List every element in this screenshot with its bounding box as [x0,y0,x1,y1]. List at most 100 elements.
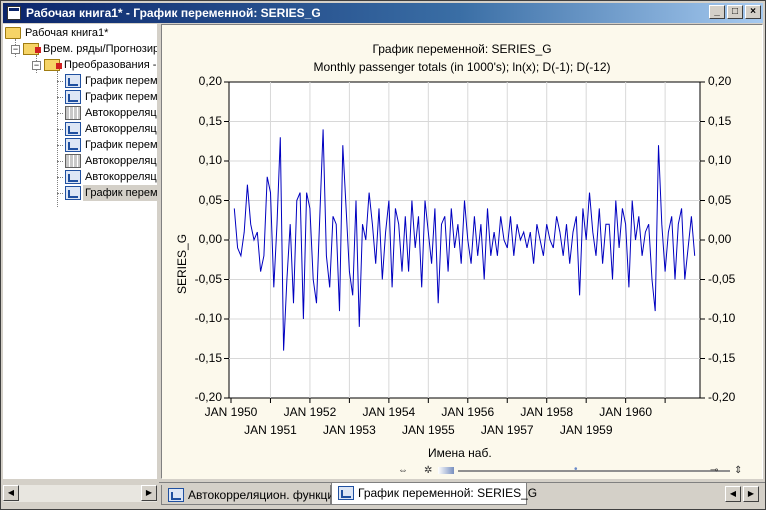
scroll-right-icon[interactable]: ▶ [141,485,157,501]
tree-item-label: Автокорреляц [85,155,157,167]
pan-icon[interactable]: ⇔ [398,465,408,476]
zoom-toolbar: ⇔ ✲ • ⊸ ⇕ [162,463,762,479]
tab-autocorrelation[interactable]: Автокорреляцион. функция [161,485,341,505]
x-tick-label: JAN 1956 [441,405,495,419]
y-tick-label-left: -0,10 [194,311,222,325]
tab-scroll-right-icon[interactable]: ▶ [743,486,759,502]
y-tick-label-right: -0,20 [708,390,736,404]
y-tick-label-right: 0,15 [708,113,732,128]
x-tick-label: JAN 1955 [401,423,455,437]
tree-item-label: График перемен [85,75,157,87]
folder-icon [5,27,21,39]
tab-label: Автокорреляцион. функция [188,488,341,502]
workbook-icon [7,6,21,20]
series-line [233,129,696,351]
tab-strip: Автокорреляцион. функция График переменн… [159,482,765,507]
x-tick-label: JAN 1960 [599,405,652,419]
y-tick-label-right: 0,10 [708,153,732,167]
y-tick-label-right: -0,15 [708,350,736,365]
y-tick-label-left: -0,20 [194,390,222,404]
chart-subtitle: Monthly passenger totals (in 1000's); ln… [313,60,611,74]
x-tick-label: JAN 1957 [480,423,534,437]
graph-icon [65,170,81,184]
tree-subgroup[interactable]: − Преобразования - [32,57,157,73]
title-bar[interactable]: Рабочая книга1* - График переменной: SER… [3,3,763,23]
tree-group-label: Врем. ряды/Прогнозир [43,43,157,55]
x-tick-label: JAN 1954 [362,405,416,419]
graph-icon [65,138,81,152]
expand-icon[interactable]: ⇕ [734,465,743,476]
zoom-icon[interactable]: ✲ [424,465,433,476]
graph-icon [338,486,354,500]
y-tick-label-left: -0,05 [194,271,222,286]
tree-item-label: График перемен [83,185,157,201]
y-tick-label-right: 0,05 [708,192,732,207]
table-icon [65,106,81,120]
tab-scroll-left-icon[interactable]: ◀ [725,486,741,502]
table-icon [65,154,81,168]
x-tick-label: JAN 1953 [323,423,376,437]
y-tick-label-left: 0,20 [198,74,222,88]
maximize-button[interactable]: □ [727,5,743,19]
minimize-button[interactable]: _ [709,5,725,19]
tree-item-graph[interactable]: Автокорреляц [57,169,157,185]
tree-item-graph[interactable]: График перемен [57,137,157,153]
x-tick-label: JAN 1959 [559,423,613,437]
tree-hscrollbar[interactable]: ◀ ▶ [3,485,157,502]
x-tick-label: JAN 1951 [244,423,297,437]
zoom-slider-track[interactable] [458,470,730,472]
tree-item-table[interactable]: Автокорреляц [57,105,157,121]
graph-icon [65,186,81,200]
zoom-key-icon[interactable]: ⊸ [710,465,719,476]
y-tick-label-left: -0,15 [194,350,222,365]
tree-root[interactable]: Рабочая книга1* [5,25,110,41]
y-tick-label-right: 0,20 [708,74,732,88]
workbook-tree: Рабочая книга1* − Врем. ряды/Прогнозир −… [3,24,157,479]
transform-folder-icon [44,59,62,71]
chart-title: График переменной: SERIES_G [372,42,552,56]
y-tick-label-left: 0,05 [198,192,222,207]
tree-item-table[interactable]: Автокорреляц [57,153,157,169]
tab-label: График переменной: SERIES_G [358,486,538,500]
graph-icon [65,90,81,104]
scroll-left-icon[interactable]: ◀ [3,485,19,501]
y-tick-label-right: 0,00 [708,232,732,246]
y-tick-label-left: 0,00 [198,232,222,246]
y-tick-label-right: -0,10 [708,311,736,325]
tree-item-label: Автокорреляц [85,107,157,119]
tree-item-label: График перемен [85,139,157,151]
window-title: Рабочая книга1* - График переменной: SER… [26,6,321,20]
y-axis-label: SERIES_G [175,233,189,294]
zoom-gradient-icon [438,467,454,474]
tree-item-label: Автокорреляц [85,123,157,135]
tree-line [57,71,58,207]
close-button[interactable]: × [745,5,761,19]
pane-splitter[interactable] [157,24,161,479]
y-tick-label-left: 0,15 [198,113,222,128]
collapse-icon[interactable]: − [11,43,20,54]
analysis-folder-icon [23,43,41,55]
collapse-icon[interactable]: − [32,59,41,70]
y-tick-label-right: -0,05 [708,271,736,286]
tree-item-label: График перемен [85,91,157,103]
tree-item-graph[interactable]: График перемен [57,73,157,89]
tab-graph-series-g[interactable]: График переменной: SERIES_G [331,483,537,505]
chart: График переменной: SERIES_G Monthly pass… [162,25,762,463]
x-axis-label: Имена наб. [428,446,492,460]
tree-root-label: Рабочая книга1* [25,27,109,39]
tree-subgroup-label: Преобразования - [64,59,157,71]
graph-icon [65,122,81,136]
plot-svg [224,81,705,403]
tree-item-graph[interactable]: Автокорреляц [57,121,157,137]
x-tick-label: JAN 1958 [520,405,574,419]
x-tick-label: JAN 1952 [283,405,337,419]
tree-item-graph-selected[interactable]: График перемен [57,185,157,201]
graph-icon [65,74,81,88]
y-tick-label-left: 0,10 [198,153,222,167]
x-tick-label: JAN 1950 [204,405,258,419]
tree-group[interactable]: − Врем. ряды/Прогнозир [11,41,157,57]
graph-icon [168,488,184,502]
slider-thumb-icon[interactable]: • [574,464,578,475]
tree-item-graph[interactable]: График перемен [57,89,157,105]
